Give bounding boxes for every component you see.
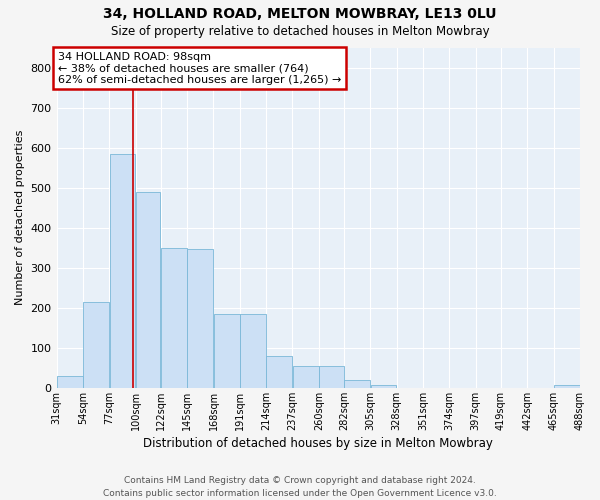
Bar — [554, 384, 580, 388]
Text: Contains HM Land Registry data © Crown copyright and database right 2024.
Contai: Contains HM Land Registry data © Crown c… — [103, 476, 497, 498]
Bar — [136, 192, 160, 388]
Bar — [371, 384, 397, 388]
Bar — [293, 366, 319, 388]
Bar — [319, 366, 344, 388]
Bar — [240, 314, 266, 388]
Bar — [266, 356, 292, 388]
Text: Size of property relative to detached houses in Melton Mowbray: Size of property relative to detached ho… — [110, 25, 490, 38]
Bar — [57, 376, 83, 388]
Bar — [344, 380, 370, 388]
Text: 34, HOLLAND ROAD, MELTON MOWBRAY, LE13 0LU: 34, HOLLAND ROAD, MELTON MOWBRAY, LE13 0… — [103, 8, 497, 22]
Bar — [110, 154, 135, 388]
Bar — [187, 248, 213, 388]
Text: 34 HOLLAND ROAD: 98sqm
← 38% of detached houses are smaller (764)
62% of semi-de: 34 HOLLAND ROAD: 98sqm ← 38% of detached… — [58, 52, 341, 84]
X-axis label: Distribution of detached houses by size in Melton Mowbray: Distribution of detached houses by size … — [143, 437, 493, 450]
Bar — [214, 314, 239, 388]
Bar — [83, 302, 109, 388]
Y-axis label: Number of detached properties: Number of detached properties — [15, 130, 25, 306]
Bar — [161, 248, 187, 388]
